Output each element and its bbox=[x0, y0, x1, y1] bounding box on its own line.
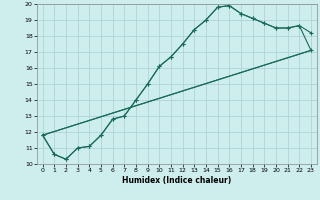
X-axis label: Humidex (Indice chaleur): Humidex (Indice chaleur) bbox=[122, 176, 231, 185]
